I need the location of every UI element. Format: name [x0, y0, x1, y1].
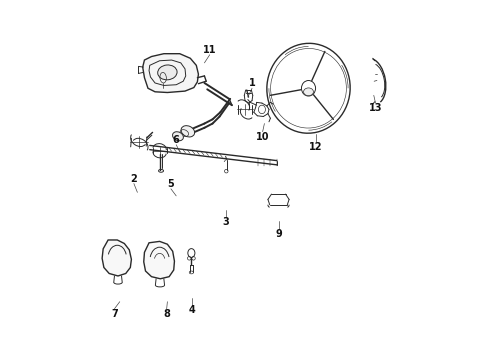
- Text: 8: 8: [163, 309, 170, 319]
- Text: 7: 7: [111, 309, 118, 319]
- Text: 3: 3: [222, 217, 229, 227]
- Polygon shape: [143, 54, 198, 93]
- Text: 2: 2: [130, 174, 137, 184]
- Ellipse shape: [304, 88, 314, 96]
- Text: 5: 5: [168, 179, 174, 189]
- Text: 1: 1: [249, 78, 255, 88]
- Polygon shape: [144, 242, 174, 279]
- Text: 10: 10: [256, 132, 270, 142]
- Ellipse shape: [158, 65, 177, 80]
- Text: 12: 12: [309, 142, 322, 152]
- Polygon shape: [102, 240, 131, 276]
- Text: 13: 13: [369, 103, 382, 113]
- Text: 6: 6: [173, 135, 179, 145]
- Ellipse shape: [172, 132, 183, 141]
- Text: 9: 9: [275, 229, 282, 239]
- Text: 11: 11: [203, 45, 217, 55]
- Ellipse shape: [181, 126, 195, 137]
- Text: 4: 4: [189, 305, 196, 315]
